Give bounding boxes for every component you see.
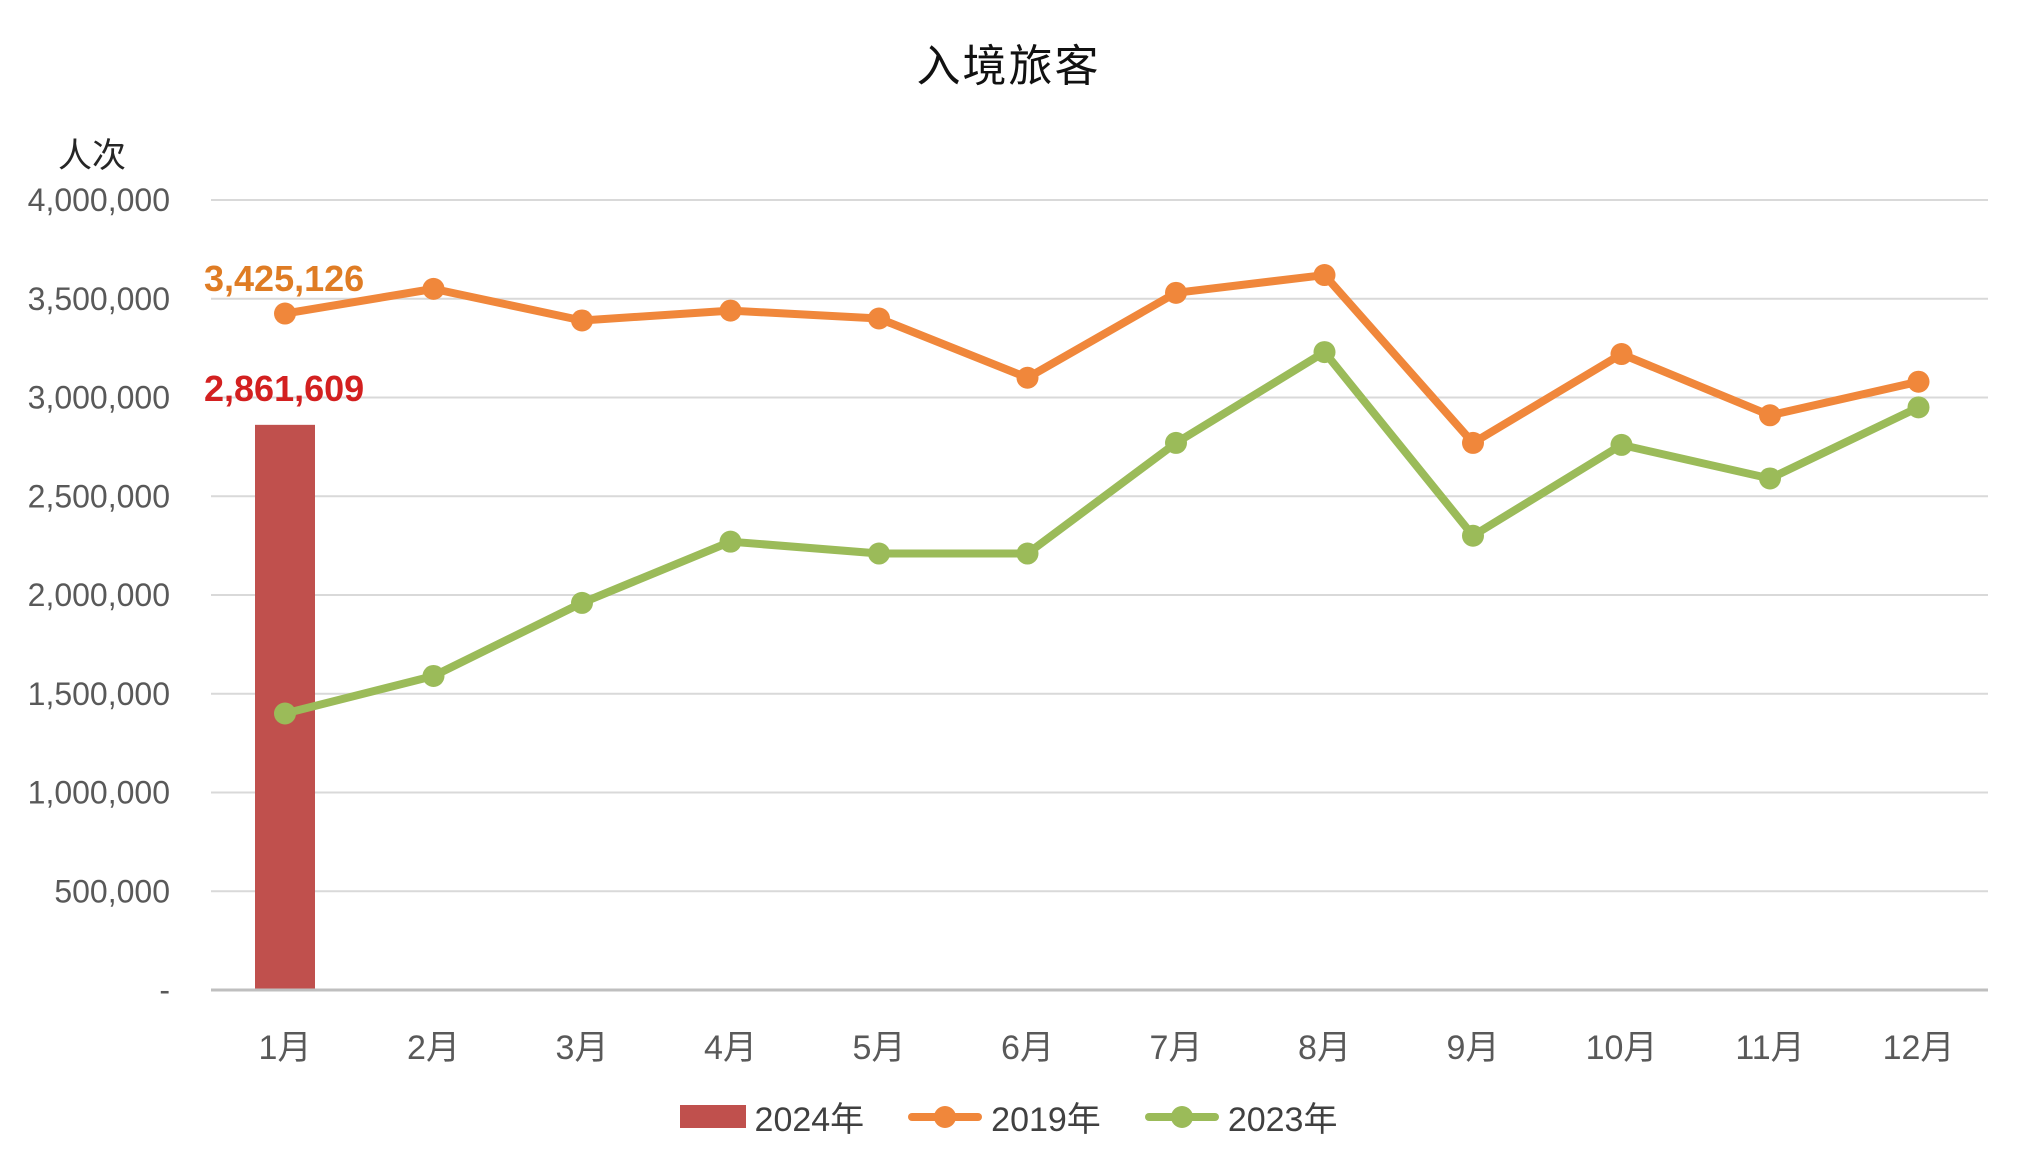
y-tick-label: 3,000,000 [28,380,170,416]
data-label-2024-jan: 2,861,609 [204,368,365,409]
marker-2023年-9月 [1462,524,1484,547]
y-axis-unit-label: 人次 [58,137,126,175]
x-tick-label: 3月 [556,1029,609,1067]
y-tick-label: 2,500,000 [28,478,170,514]
y-tick-label: 1,500,000 [28,676,170,712]
x-tick-label: 5月 [853,1029,906,1067]
y-tick-label: 2,000,000 [28,577,170,613]
legend-label-2023: 2023年 [1227,1101,1338,1139]
marker-2023年-3月 [571,591,593,614]
y-tick-label: 4,000,000 [28,182,170,218]
x-tick-label: 7月 [1150,1029,1203,1067]
legend-label-2024: 2024年 [754,1101,865,1139]
marker-2019年-5月 [868,307,890,330]
marker-2019年-8月 [1313,264,1336,287]
x-tick-label: 1月 [259,1029,312,1067]
marker-2019年-11月 [1759,404,1781,427]
line-series-2023年 [281,348,1923,718]
marker-2023年-5月 [868,542,890,565]
marker-2023年-4月 [719,530,742,553]
marker-2019年-10月 [1610,343,1633,366]
marker-2023年-2月 [422,664,445,687]
marker-2019年-3月 [571,309,593,332]
x-tick-label: 11月 [1735,1029,1804,1067]
marker-2019年-2月 [422,277,445,300]
legend-line-swatch-icon [908,1105,983,1129]
marker-2023年-10月 [1610,433,1633,456]
marker-2023年-11月 [1759,467,1781,490]
marker-2019年-1月 [274,302,296,325]
marker-2019年-9月 [1462,431,1484,454]
y-tick-label: 500,000 [54,873,170,909]
legend-bar-swatch-icon [679,1105,746,1128]
legend-line-swatch-icon [1144,1105,1219,1129]
y-tick-label: 1,000,000 [28,775,170,811]
legend-label-2019: 2019年 [991,1101,1101,1139]
line-series-2019年 [281,271,1923,447]
x-tick-label: 6月 [1001,1029,1054,1067]
legend-item-2024: 2024年 [679,1092,865,1141]
marker-2019年-7月 [1165,281,1187,304]
chart-legend: 2024年 2019年 2023年 [0,1092,2017,1141]
data-label-2019-jan: 3,425,126 [204,258,365,299]
legend-item-2023: 2023年 [1144,1092,1338,1141]
x-tick-label: 12月 [1883,1029,1955,1067]
chart-title: 入境旅客 [916,42,1101,91]
marker-2019年-12月 [1907,370,1930,393]
marker-2023年-12月 [1907,396,1930,419]
marker-2023年-6月 [1016,542,1039,565]
legend-line-dot [934,1105,957,1128]
x-tick-label: 10月 [1586,1029,1658,1067]
x-tick-label: 9月 [1447,1029,1500,1067]
marker-2023年-8月 [1313,341,1336,364]
marker-2019年-4月 [719,299,742,322]
legend-item-2019: 2019年 [908,1092,1101,1141]
marker-2019年-6月 [1016,366,1039,389]
y-tick-label: 3,500,000 [28,281,170,317]
legend-line-dot [1170,1105,1193,1128]
marker-2023年-7月 [1165,431,1187,454]
x-tick-label: 8月 [1298,1029,1351,1067]
y-tick-label: - [159,972,170,1008]
x-tick-label: 4月 [704,1029,757,1067]
x-tick-label: 2月 [407,1029,460,1067]
marker-2023年-1月 [274,702,296,725]
